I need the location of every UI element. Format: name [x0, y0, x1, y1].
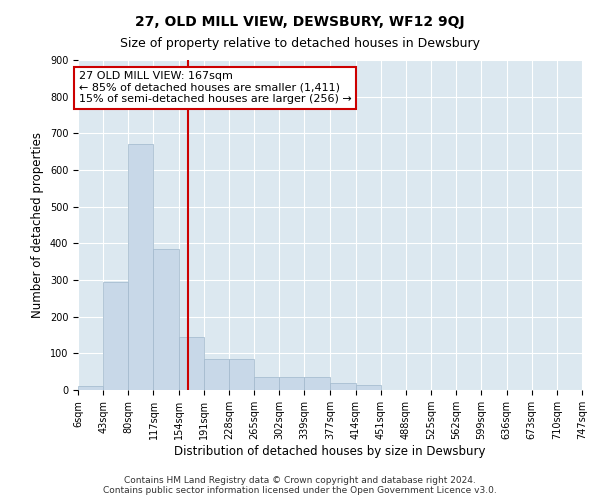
- Bar: [331, 382, 356, 390]
- Bar: [229, 359, 254, 390]
- Text: 27 OLD MILL VIEW: 167sqm
← 85% of detached houses are smaller (1,411)
15% of sem: 27 OLD MILL VIEW: 167sqm ← 85% of detach…: [79, 71, 352, 104]
- Text: 27, OLD MILL VIEW, DEWSBURY, WF12 9QJ: 27, OLD MILL VIEW, DEWSBURY, WF12 9QJ: [135, 15, 465, 29]
- Bar: [304, 377, 329, 390]
- Bar: [154, 249, 179, 390]
- Text: Size of property relative to detached houses in Dewsbury: Size of property relative to detached ho…: [120, 38, 480, 51]
- Bar: [254, 377, 280, 390]
- Bar: [356, 384, 380, 390]
- Bar: [103, 282, 128, 390]
- Y-axis label: Number of detached properties: Number of detached properties: [31, 132, 44, 318]
- Bar: [204, 359, 229, 390]
- Bar: [280, 377, 304, 390]
- Bar: [128, 144, 154, 390]
- Bar: [179, 337, 204, 390]
- X-axis label: Distribution of detached houses by size in Dewsbury: Distribution of detached houses by size …: [174, 445, 486, 458]
- Bar: [78, 386, 103, 390]
- Text: Contains HM Land Registry data © Crown copyright and database right 2024.
Contai: Contains HM Land Registry data © Crown c…: [103, 476, 497, 495]
